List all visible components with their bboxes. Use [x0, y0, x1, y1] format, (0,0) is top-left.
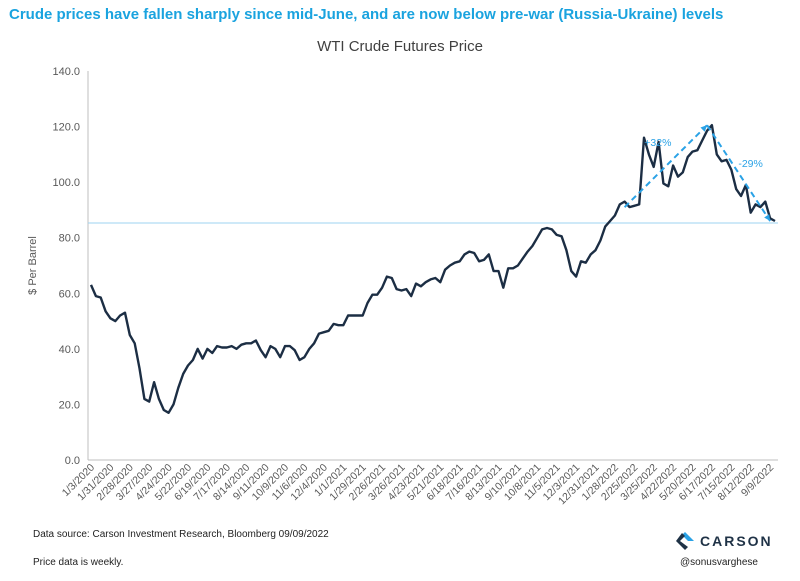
wti-price-chart: 0.0 20.0 40.0 60.0 80.0 100.0 120.0 140.0 $ Per … [27, 66, 778, 507]
y-tick-label: 140.0 [52, 66, 80, 78]
annotation-arrowhead [764, 214, 771, 222]
weekly-data-note: Price data is weekly. [33, 557, 124, 568]
author-handle: @sonusvarghese [680, 557, 758, 568]
y-tick-label: 60.0 [59, 288, 80, 300]
y-tick-label: 0.0 [65, 455, 80, 467]
y-axis-label: $ Per Barrel [27, 236, 39, 295]
annotation-label: +32% [644, 137, 671, 149]
annotation-trend-line [706, 124, 771, 222]
annotation-arrowhead [700, 125, 708, 132]
y-tick-label: 80.0 [59, 233, 80, 245]
wti-price-line [89, 123, 776, 414]
y-tick-label: 40.0 [59, 344, 80, 356]
data-source-note: Data source: Carson Investment Research,… [33, 529, 329, 540]
y-tick-label: 20.0 [59, 399, 80, 411]
annotation-label: -29% [738, 158, 763, 170]
brand-name: CARSON [700, 533, 773, 549]
headline: Crude prices have fallen sharply since m… [9, 6, 724, 23]
carson-logo: CARSON [676, 532, 773, 550]
carson-logo-icon [676, 532, 694, 550]
y-tick-label: 100.0 [52, 177, 80, 189]
chart-title: WTI Crude Futures Price [317, 38, 483, 55]
y-tick-label: 120.0 [52, 122, 80, 134]
